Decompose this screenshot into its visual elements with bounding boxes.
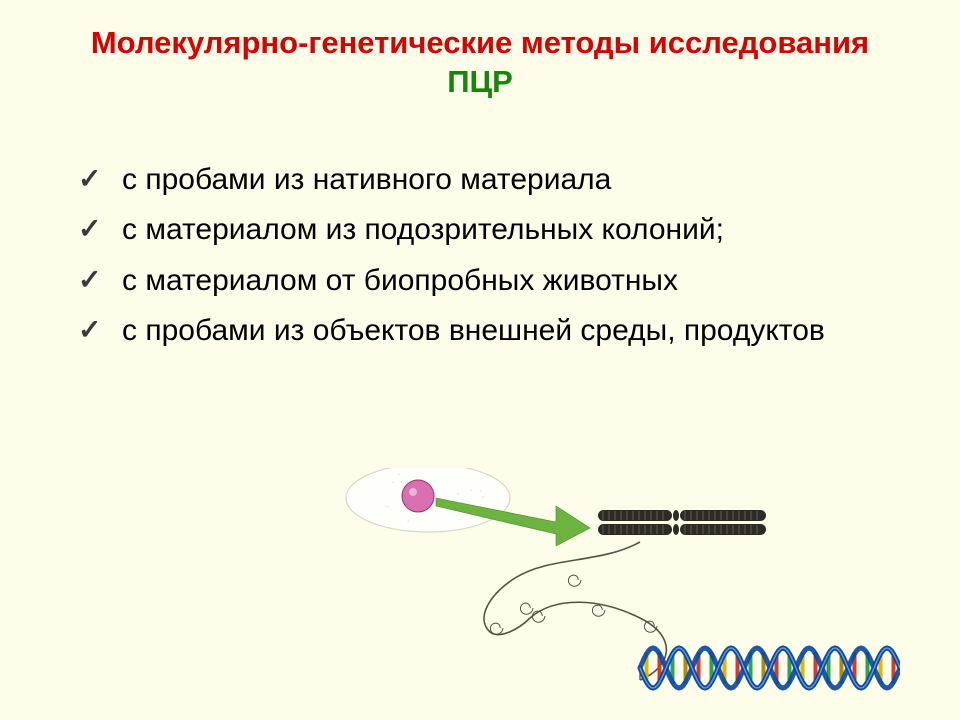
checkmark-icon: ✓ xyxy=(78,162,108,196)
checkmark-icon: ✓ xyxy=(78,212,108,246)
bullet-text: с материалом из подозрительных колоний; xyxy=(122,210,724,251)
slide-title: Молекулярно-генетические методы исследов… xyxy=(0,0,960,102)
dna-figure xyxy=(340,468,900,698)
list-item: ✓ с пробами из нативного материала xyxy=(78,160,920,201)
bullet-text: с материалом от биопробных животных xyxy=(122,261,678,302)
title-line-2: ПЦР xyxy=(0,63,960,102)
bullet-text: с пробами из объектов внешней среды, про… xyxy=(122,311,825,352)
list-item: ✓ с пробами из объектов внешней среды, п… xyxy=(78,311,920,352)
checkmark-icon: ✓ xyxy=(78,263,108,297)
title-line-1: Молекулярно-генетические методы исследов… xyxy=(0,24,960,63)
checkmark-icon: ✓ xyxy=(78,313,108,347)
bullet-text: с пробами из нативного материала xyxy=(122,160,611,201)
bullet-list: ✓ с пробами из нативного материала ✓ с м… xyxy=(0,160,960,352)
list-item: ✓ с материалом из подозрительных колоний… xyxy=(78,210,920,251)
list-item: ✓ с материалом от биопробных животных xyxy=(78,261,920,302)
